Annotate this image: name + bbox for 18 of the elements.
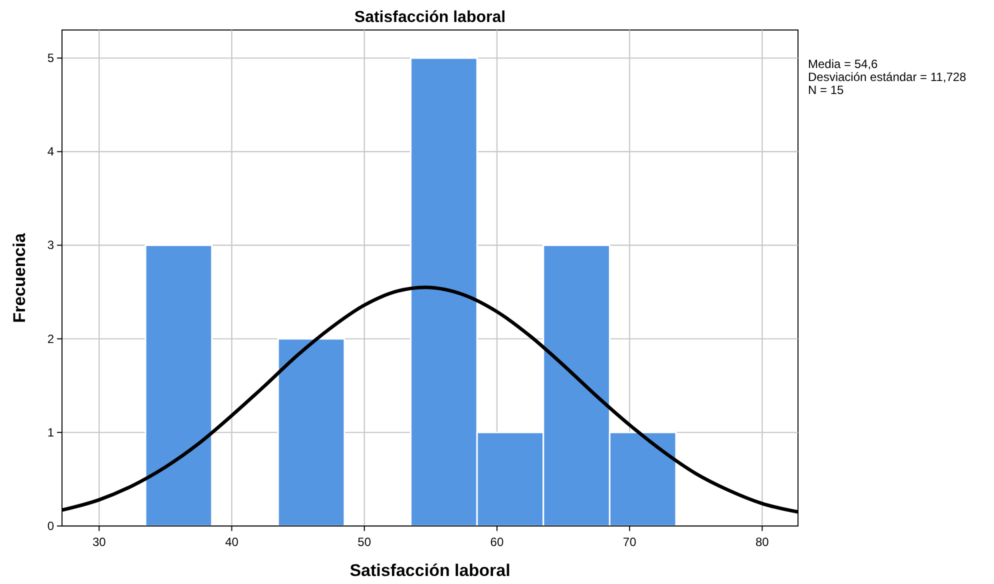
- y-tick-label: 5: [47, 51, 54, 66]
- x-tick-label: 70: [622, 535, 637, 549]
- y-axis-title: Frecuencia: [10, 232, 29, 323]
- x-tick-label: 30: [92, 535, 106, 549]
- y-tick-label: 0: [47, 519, 54, 533]
- chart-title: Satisfacción laboral: [354, 9, 506, 26]
- text: Desviación estándar = 11,728: [808, 70, 967, 84]
- text: N = 15: [808, 83, 844, 97]
- x-tick-label: 60: [490, 535, 504, 549]
- x-axis-title: Satisfacción laboral: [350, 561, 510, 580]
- y-tick-label: 3: [47, 238, 54, 252]
- x-tick-label: 40: [225, 535, 239, 549]
- y-tick-label: 1: [47, 425, 54, 440]
- y-tick-label: 4: [47, 144, 54, 159]
- y-tick-label: 2: [47, 332, 54, 346]
- x-tick-label: 80: [756, 535, 770, 549]
- text: Media = 54,6: [808, 57, 878, 71]
- x-tick-label: 50: [358, 535, 372, 549]
